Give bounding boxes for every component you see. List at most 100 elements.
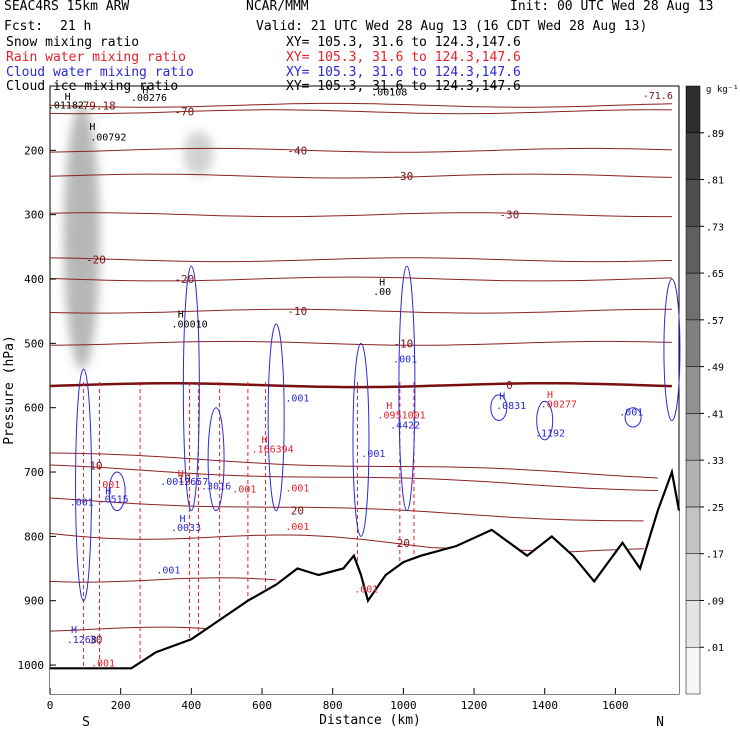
colorbar-segment — [685, 413, 701, 461]
colorbar-tick-label: .09 — [706, 596, 724, 607]
valid-time: Valid: 21 UTC Wed 28 Aug 13 (16 CDT Wed … — [256, 19, 648, 34]
colorbar-tick-label: .33 — [706, 456, 724, 467]
y-tick-label: 700 — [24, 466, 44, 479]
x-tick-label: 1200 — [461, 699, 488, 712]
legend-cloud-ice-xy: XY= 105.3, 31.6 to 124.3,147.6 — [286, 79, 521, 94]
isotherm-line — [49, 532, 644, 553]
cloud-water-contour — [182, 265, 200, 512]
isotherm-line — [49, 308, 672, 314]
contour-label: .0951001 — [378, 411, 426, 422]
x-tick-label: 1600 — [602, 699, 629, 712]
colorbar-segment — [685, 646, 701, 695]
contour-label: .001 — [70, 497, 94, 508]
contour-label: .001 — [156, 566, 180, 577]
init-time: Init: 00 UTC Wed 28 Aug 13 — [510, 0, 714, 14]
max-marker-h: H — [261, 435, 267, 446]
colorbar-segment — [685, 553, 701, 601]
colorbar-segment — [685, 226, 701, 274]
legend-snow-label: Snow mixing ratio — [6, 35, 140, 50]
cloud-water-contour — [624, 407, 642, 428]
colorbar-tick-label: .25 — [706, 503, 724, 514]
y-tick-label: 400 — [24, 273, 44, 286]
y-tick-label: 800 — [24, 530, 44, 543]
max-marker-h: H — [499, 391, 505, 402]
colorbar-segment — [685, 132, 701, 180]
cloud-water-contour — [490, 394, 508, 422]
contour-label: .4422 — [390, 420, 420, 431]
isotherm-label: 30 — [503, 582, 516, 595]
contour-label: .001 — [354, 584, 378, 595]
isotherm-line — [49, 626, 206, 632]
isotherm-label: -20 — [86, 254, 106, 267]
contour-label: .0033 — [171, 523, 201, 534]
isotherm-line — [49, 577, 277, 583]
contour-label: .3016 — [201, 481, 231, 492]
isotherm-label: 10 — [89, 460, 102, 473]
colorbar-segment — [685, 459, 701, 508]
x-tick-label: 0 — [47, 699, 54, 712]
colorbar-tick-label: .01 — [706, 643, 724, 654]
isotherm-label: -40 — [287, 144, 307, 157]
colorbar-tick-label: .89 — [706, 129, 724, 140]
cloud-water-contour — [352, 342, 370, 537]
isotherm-label: -10 — [393, 337, 413, 350]
contour-label: .001 — [91, 658, 115, 669]
legend-cloud-water-label: Cloud water mixing ratio — [6, 65, 194, 80]
max-marker-h: H — [89, 122, 95, 133]
x-axis-title: Distance (km) — [319, 713, 421, 728]
max-marker-h: H — [71, 625, 77, 636]
isotherm-line — [49, 497, 644, 522]
model-title: SEAC4RS 15km ARW — [4, 0, 130, 14]
contour-label: .001 — [361, 449, 385, 460]
x-tick-label: 200 — [111, 699, 131, 712]
contour-label: .00276 — [131, 93, 167, 104]
contour-label: .001 — [285, 522, 309, 533]
contour-label: .0012657 — [160, 477, 208, 488]
legend-rain-label: Rain water mixing ratio — [6, 50, 187, 65]
isotherm-line — [49, 340, 672, 346]
max-marker-h: H — [379, 277, 385, 288]
snow-plume — [63, 105, 100, 370]
max-marker-h: H — [105, 487, 111, 498]
max-marker-h: H — [386, 401, 392, 412]
isotherm-line — [49, 173, 672, 179]
colorbar-tick-label: .73 — [706, 222, 724, 233]
y-tick-label: 1000 — [18, 659, 45, 672]
contour-label: .001 — [285, 483, 309, 494]
endpoint-south: S — [82, 715, 90, 730]
cloud-water-contour — [75, 368, 93, 602]
colorbar-segment — [685, 85, 701, 134]
plot-layer: -79.18 -70 -40 -30 -30 -20 -20 -10 -10 0 10 10 20 20 3… — [48, 86, 681, 694]
isotherm-line — [49, 464, 658, 491]
colorbar-segment — [685, 319, 701, 367]
x-tick-label: 1000 — [390, 699, 417, 712]
isotherm-line — [49, 276, 672, 282]
x-tick-label: 1400 — [531, 699, 558, 712]
colorbar-tick-label: .49 — [706, 363, 724, 374]
legend-cloud-water-xy: XY= 105.3, 31.6 to 124.3,147.6 — [286, 65, 521, 80]
legend-snow-xy: XY= 105.3, 31.6 to 124.3,147.6 — [286, 35, 521, 50]
colorbar-tick-label: .17 — [706, 550, 724, 561]
colorbar-segment — [685, 366, 701, 414]
colorbar-segment — [685, 600, 701, 648]
contour-label: .00 — [373, 287, 391, 298]
isotherm-label: -20 — [174, 273, 194, 286]
terrain-mask — [50, 472, 679, 694]
contour-label: .001 — [232, 485, 256, 496]
isotherm-line — [49, 147, 672, 153]
endpoint-north: N — [656, 715, 664, 730]
legend-cloud-ice-label: Cloud ice mixing ratio — [6, 79, 179, 94]
legend-rain-xy: XY= 105.3, 31.6 to 124.3,147.6 — [286, 50, 521, 65]
contour-label: .00010 — [172, 319, 208, 330]
contour-label: .00792 — [90, 133, 126, 144]
colorbar-segment — [685, 179, 701, 227]
contour-label: .001 — [285, 393, 309, 404]
isotherm-label: 20 — [291, 505, 304, 518]
contour-label: .166394 — [252, 445, 294, 456]
isotherm-label: 30 — [89, 633, 102, 646]
max-marker-h: H — [547, 390, 553, 401]
cloud-water-contour — [207, 407, 225, 512]
colorbar-tick-label: .57 — [706, 316, 724, 327]
isotherm-label: 0 — [506, 379, 513, 392]
